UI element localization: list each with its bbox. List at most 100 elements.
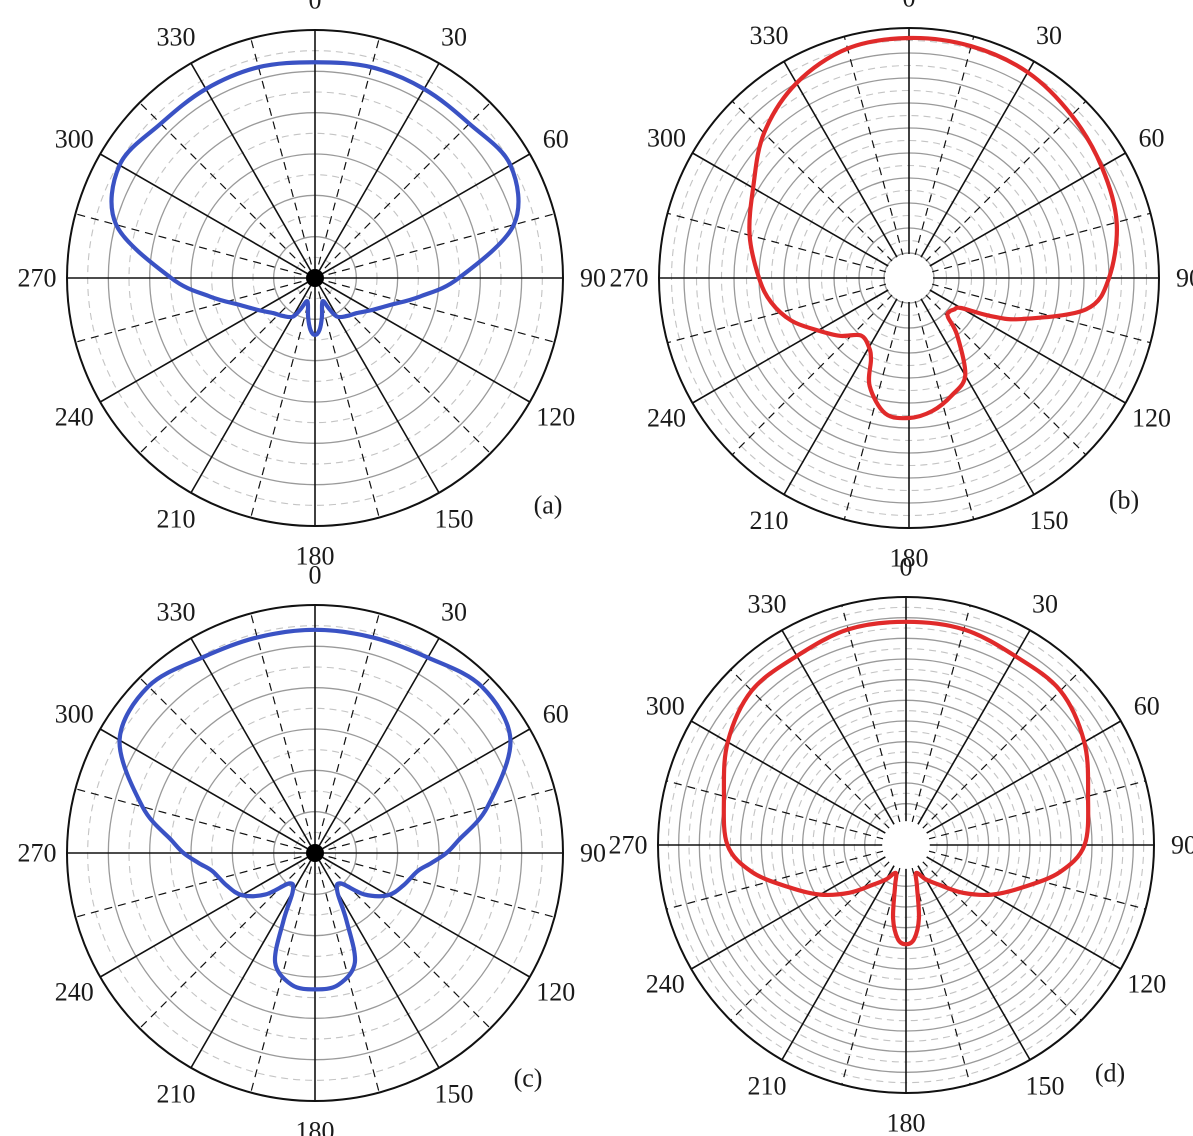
grid-spoke-minor	[841, 866, 901, 1085]
angle-tick-label: 30	[1036, 21, 1062, 50]
grid-spoke	[99, 277, 316, 403]
grid-spoke-minor	[927, 850, 1146, 910]
angle-tick-label: 60	[543, 700, 569, 729]
grid-spoke	[690, 855, 888, 970]
angle-tick-label: 150	[1030, 506, 1069, 535]
angle-tick-label: 240	[646, 970, 685, 999]
angle-tick-label: 120	[536, 403, 575, 432]
series-line	[747, 35, 1119, 421]
grid-spoke	[919, 297, 1035, 495]
panel-label: (d)	[1095, 1059, 1125, 1088]
angle-tick-label: 120	[536, 978, 575, 1007]
grid-spoke-minor	[731, 293, 894, 456]
grid-spoke	[99, 728, 316, 854]
angle-tick-label: 210	[157, 1079, 196, 1108]
angle-tick-label: 180	[296, 1117, 335, 1136]
grid-spoke	[190, 852, 316, 1069]
grid-spoke-minor	[667, 283, 888, 344]
angle-tick-label: 330	[157, 23, 196, 52]
grid-spoke	[314, 728, 531, 854]
grid-spoke	[783, 297, 899, 495]
grid-spoke	[692, 152, 890, 268]
grid-spoke-minor	[139, 102, 316, 279]
angle-tick-label: 210	[748, 1071, 787, 1100]
angle-tick-label: 180	[887, 1109, 926, 1136]
angle-tick-label: 0	[900, 553, 913, 582]
grid-spoke	[928, 152, 1126, 268]
angle-tick-label: 180	[296, 542, 335, 571]
grid-spoke	[190, 637, 316, 854]
polar-chart-c: 0 30 60 90 120 150 180 210 240 270 300 330 (c)	[18, 561, 607, 1136]
angle-tick-label: 270	[18, 839, 57, 868]
angle-tick-label: 150	[1026, 1071, 1065, 1100]
series-line	[721, 619, 1091, 947]
polar-chart-d: 0 30 60 90 120 150 180 210 240 270 300 330 (d)	[609, 553, 1193, 1136]
grid-spoke-minor	[730, 669, 891, 830]
grid-spoke-minor	[843, 299, 904, 520]
grid-spoke	[314, 852, 440, 1069]
grid-spoke-minor	[667, 212, 888, 273]
angle-tick-label: 120	[1132, 404, 1171, 433]
angle-tick-label: 0	[903, 0, 916, 13]
grid-spoke-minor	[314, 102, 491, 279]
angle-tick-label: 240	[647, 404, 686, 433]
outer-circle	[66, 604, 564, 1102]
outer-circle	[66, 29, 564, 527]
grid-spoke	[314, 62, 440, 279]
grid-spoke	[916, 863, 1031, 1061]
grid-spoke-minor	[921, 669, 1082, 830]
angle-tick-label: 300	[55, 700, 94, 729]
angle-tick-label: 90	[580, 839, 606, 868]
grid-spoke-minor	[911, 866, 971, 1085]
grid-spoke-minor	[730, 860, 891, 1021]
angle-tick-label: 60	[1134, 692, 1160, 721]
grid-spoke-minor	[911, 605, 971, 824]
angle-tick-label: 300	[647, 124, 686, 153]
grid-spoke-minor	[914, 299, 975, 520]
grid-spoke-minor	[924, 293, 1087, 456]
grid-spoke-minor	[921, 860, 1082, 1021]
angle-tick-label: 270	[610, 264, 649, 293]
grid-spoke-minor	[731, 100, 894, 263]
grid-spoke-minor	[924, 100, 1087, 263]
grid-spoke-minor	[666, 850, 885, 910]
angle-tick-label: 210	[157, 504, 196, 533]
angle-tick-label: 30	[1032, 590, 1058, 619]
angle-tick-label: 120	[1127, 970, 1166, 999]
angle-tick-label: 0	[309, 0, 322, 15]
angle-tick-label: 210	[750, 506, 789, 535]
angle-tick-label: 300	[55, 125, 94, 154]
grid-spoke	[916, 629, 1031, 827]
grid-spoke-minor	[927, 780, 1146, 840]
center-dot	[306, 844, 324, 862]
angle-tick-label: 90	[1176, 264, 1193, 293]
grid-spoke	[99, 153, 316, 279]
polar-chart-b: 0 30 60 90 120 150 180 210 240 270 300 330 (b)	[610, 0, 1193, 573]
center-hole	[885, 254, 933, 302]
angle-tick-label: 0	[309, 561, 322, 590]
angle-tick-label: 90	[580, 264, 606, 293]
angle-tick-label: 30	[441, 598, 467, 627]
series-line	[117, 627, 513, 992]
grid-spoke	[314, 277, 531, 403]
angle-tick-label: 180	[890, 544, 929, 573]
series-line	[109, 60, 521, 338]
grid-spoke-minor	[666, 780, 885, 840]
grid-spoke-minor	[930, 283, 1151, 344]
grid-spoke	[314, 852, 531, 978]
center-hole	[882, 821, 930, 869]
outer-circle	[658, 27, 1160, 529]
grid-spoke	[781, 629, 896, 827]
grid-spoke-minor	[841, 605, 901, 824]
grid-spoke	[314, 153, 531, 279]
angle-tick-label: 270	[609, 831, 648, 860]
panel-label: (a)	[534, 491, 563, 520]
angle-tick-label: 150	[435, 504, 474, 533]
angle-tick-label: 60	[543, 125, 569, 154]
angle-tick-label: 270	[18, 264, 57, 293]
grid-spoke	[692, 288, 890, 404]
angle-tick-label: 240	[55, 978, 94, 1007]
grid-spoke	[919, 61, 1035, 259]
grid-spoke	[690, 720, 888, 835]
panel-label: (b)	[1109, 486, 1139, 515]
